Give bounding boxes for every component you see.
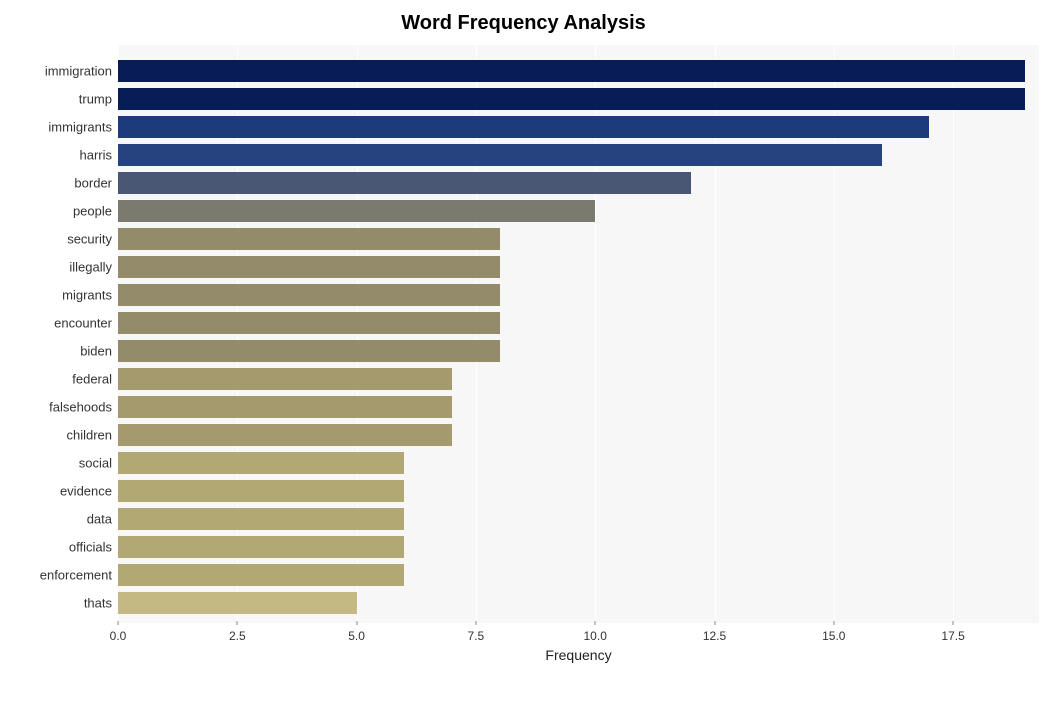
bar xyxy=(118,368,452,390)
bar xyxy=(118,172,691,194)
bar xyxy=(118,340,500,362)
y-tick-label: border xyxy=(74,176,112,191)
bar xyxy=(118,256,500,278)
y-tick-label: falsehoods xyxy=(49,400,112,415)
y-tick-label: biden xyxy=(80,344,112,359)
bar xyxy=(118,228,500,250)
y-tick-label: security xyxy=(67,232,112,247)
x-tick-mark xyxy=(237,621,238,625)
x-tick-mark xyxy=(953,621,954,625)
y-tick-label: encounter xyxy=(54,316,112,331)
chart-title: Word Frequency Analysis xyxy=(8,12,1039,35)
y-tick-label: evidence xyxy=(60,484,112,499)
bar xyxy=(118,396,452,418)
bar xyxy=(118,508,404,530)
x-tick-mark xyxy=(595,621,596,625)
x-tick-label: 7.5 xyxy=(468,629,485,643)
bar xyxy=(118,312,500,334)
y-tick-label: immigration xyxy=(45,64,112,79)
y-tick-label: data xyxy=(87,512,112,527)
y-tick-label: illegally xyxy=(69,260,112,275)
grid-line xyxy=(953,45,954,623)
x-tick-mark xyxy=(356,621,357,625)
y-tick-label: people xyxy=(73,204,112,219)
x-tick-label: 17.5 xyxy=(941,629,964,643)
x-tick-mark xyxy=(833,621,834,625)
y-tick-label: harris xyxy=(79,148,112,163)
y-tick-label: enforcement xyxy=(40,568,112,583)
bar xyxy=(118,60,1025,82)
chart-container: Word Frequency Analysis immigration trump… xyxy=(0,0,1047,701)
plot-area: Frequency 0.02.55.07.510.012.515.017.5 xyxy=(118,45,1039,665)
bar xyxy=(118,424,452,446)
y-tick-label: officials xyxy=(69,540,112,555)
bar xyxy=(118,480,404,502)
y-tick-label: immigrants xyxy=(48,120,112,135)
bar xyxy=(118,284,500,306)
y-tick-label: thats xyxy=(84,596,112,611)
plot-wrap: immigration trump immigrants harris border pe… xyxy=(8,45,1039,665)
x-tick-label: 12.5 xyxy=(703,629,726,643)
x-tick-label: 0.0 xyxy=(110,629,127,643)
y-tick-label: federal xyxy=(72,372,112,387)
bar xyxy=(118,564,404,586)
y-tick-label: trump xyxy=(79,92,112,107)
y-tick-label: migrants xyxy=(62,288,112,303)
bar xyxy=(118,536,404,558)
y-tick-label: children xyxy=(66,428,112,443)
bar xyxy=(118,144,882,166)
x-tick-mark xyxy=(475,621,476,625)
bar xyxy=(118,452,404,474)
bar xyxy=(118,200,595,222)
y-axis-labels: immigration trump immigrants harris border pe… xyxy=(8,45,118,665)
x-axis-label: Frequency xyxy=(545,647,611,663)
bar xyxy=(118,592,357,614)
x-tick-label: 15.0 xyxy=(822,629,845,643)
bar xyxy=(118,88,1025,110)
x-tick-label: 10.0 xyxy=(584,629,607,643)
x-tick-mark xyxy=(714,621,715,625)
y-tick-label: social xyxy=(79,456,112,471)
x-tick-mark xyxy=(118,621,119,625)
bar xyxy=(118,116,929,138)
x-tick-label: 5.0 xyxy=(348,629,365,643)
x-tick-label: 2.5 xyxy=(229,629,246,643)
